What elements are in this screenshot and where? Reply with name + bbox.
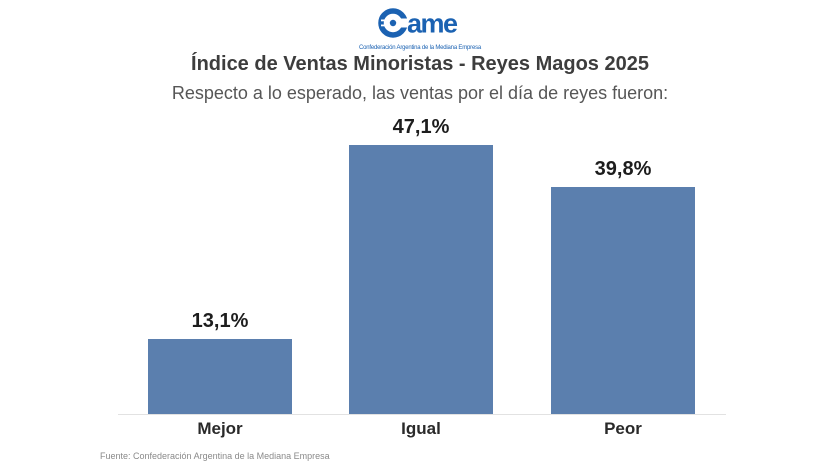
bar-label-peor: Peor bbox=[604, 419, 642, 438]
bar-value-peor: 39,8% bbox=[594, 158, 652, 180]
came-logo: ame Confederación Argentina de la Median… bbox=[0, 6, 840, 51]
svg-text:ame: ame bbox=[407, 9, 458, 39]
bar-chart: 13,1% Mejor 47,1% Igual 39,8% Peor bbox=[118, 116, 726, 438]
chart-title: Índice de Ventas Minoristas - Reyes Mago… bbox=[191, 53, 649, 75]
came-logo-icon: ame bbox=[378, 8, 460, 39]
chart-subtitle: Respecto a lo esperado, las ventas por e… bbox=[171, 83, 669, 103]
bar-label-igual: Igual bbox=[401, 419, 441, 438]
bar-peor bbox=[551, 187, 695, 414]
bar-value-igual: 47,1% bbox=[392, 116, 450, 138]
bar-igual bbox=[349, 145, 493, 414]
bar-group-mejor: 13,1% Mejor bbox=[148, 124, 292, 438]
logo-tagline: Confederación Argentina de la Mediana Em… bbox=[358, 45, 482, 51]
bar-value-mejor: 13,1% bbox=[191, 310, 249, 332]
bar-label-mejor: Mejor bbox=[197, 419, 243, 438]
bar-group-peor: 39,8% Peor bbox=[551, 124, 695, 438]
bar-mejor bbox=[148, 339, 292, 414]
source-note: Fuente: Confederación Argentina de la Me… bbox=[100, 451, 330, 461]
bar-group-igual: 47,1% Igual bbox=[349, 116, 493, 438]
